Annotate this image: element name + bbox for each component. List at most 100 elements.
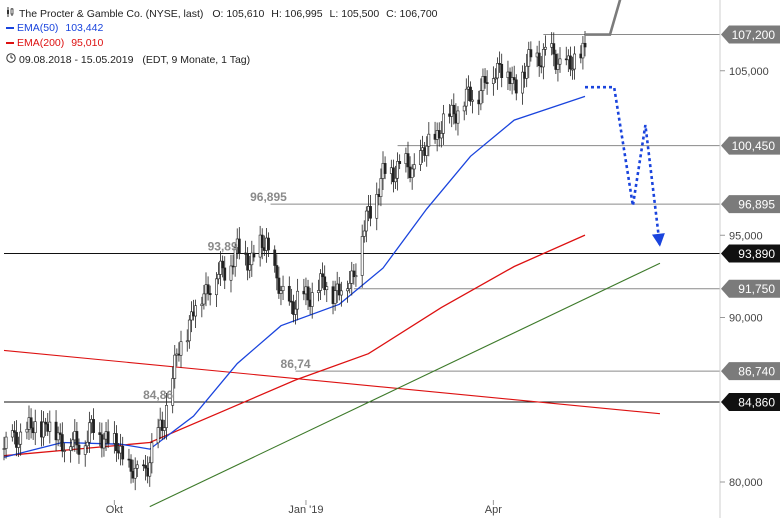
candle-body bbox=[483, 76, 487, 83]
level-badge-label: 93,890 bbox=[738, 247, 775, 261]
level-badge bbox=[721, 362, 780, 381]
low-value: 105,500 bbox=[341, 8, 380, 20]
candle-body bbox=[339, 290, 343, 296]
chart-header: The Procter & Gamble Co. (NYSE, last) O:… bbox=[6, 7, 442, 20]
candle-body bbox=[375, 194, 379, 219]
close-label: C: bbox=[386, 8, 397, 20]
candle-body bbox=[129, 459, 133, 472]
candle-body bbox=[348, 283, 352, 290]
candle-body bbox=[98, 432, 102, 435]
candle-body bbox=[58, 432, 62, 435]
ema50-label: EMA(50) bbox=[17, 22, 59, 34]
trendlines bbox=[3, 262, 661, 508]
candle-body bbox=[485, 82, 489, 84]
date-range: 09.08.2018 - 15.05.2019 (EDT, 9 Monate, … bbox=[6, 53, 250, 66]
candle-body bbox=[33, 421, 37, 434]
candle-body bbox=[544, 46, 547, 50]
level-badge-label: 86,740 bbox=[738, 365, 775, 379]
bearish-scenario-arrow bbox=[585, 85, 662, 247]
candle-body bbox=[54, 421, 58, 441]
candle-body bbox=[360, 236, 364, 276]
level-badge-label: 100,450 bbox=[732, 139, 776, 153]
level-badge bbox=[721, 195, 780, 214]
candle-body bbox=[19, 431, 23, 445]
level-badge-label: 91,750 bbox=[738, 282, 775, 296]
candle-body bbox=[106, 431, 110, 444]
level-badge-label: 84,860 bbox=[738, 396, 775, 410]
x-tick-label: Okt bbox=[106, 504, 123, 516]
candle-body bbox=[287, 285, 291, 302]
candle-body bbox=[60, 434, 64, 452]
candle-body bbox=[17, 443, 20, 448]
date-range-note: (EDT, 9 Monate, 1 Tag) bbox=[142, 54, 251, 66]
candle-body bbox=[364, 210, 368, 232]
candle-body bbox=[165, 405, 168, 428]
chart-title: The Procter & Gamble Co. (NYSE, last) bbox=[19, 8, 204, 20]
candle-body bbox=[160, 419, 164, 431]
candle-body bbox=[306, 286, 310, 301]
open-label: O: bbox=[212, 8, 224, 20]
candle-body bbox=[462, 105, 466, 112]
candle-body bbox=[514, 79, 518, 94]
candle-body bbox=[317, 290, 320, 293]
candle-body bbox=[185, 340, 189, 343]
candle-body bbox=[62, 450, 66, 452]
candle-body bbox=[479, 90, 483, 105]
candle-body bbox=[246, 253, 250, 271]
candle-body bbox=[275, 265, 279, 279]
candle-body bbox=[398, 161, 402, 165]
candle-body bbox=[237, 238, 241, 254]
candle-body bbox=[439, 133, 443, 139]
ema50-value: 103,442 bbox=[65, 22, 104, 34]
candle-body bbox=[252, 252, 256, 258]
candle-body bbox=[233, 247, 237, 267]
x-tick-label: Jan '19 bbox=[288, 504, 323, 516]
candle-body bbox=[452, 104, 456, 115]
candle-body bbox=[369, 206, 372, 219]
level-badge bbox=[721, 244, 780, 263]
candle-body bbox=[44, 421, 48, 425]
candlesticks bbox=[2, 31, 587, 491]
candle-body bbox=[571, 68, 574, 71]
candle-body bbox=[410, 168, 414, 178]
candle-body bbox=[75, 431, 79, 446]
annotations: 96,895 93,89 86,74 84,86 bbox=[143, 190, 311, 402]
candle-body bbox=[419, 150, 422, 165]
candle-body bbox=[333, 290, 337, 304]
trendline bbox=[149, 262, 661, 508]
candle-body bbox=[581, 42, 585, 59]
candle-body bbox=[296, 290, 300, 310]
candle-body bbox=[48, 421, 52, 432]
arrowhead bbox=[651, 233, 665, 247]
candle-body bbox=[392, 167, 395, 183]
candle-body bbox=[156, 427, 160, 444]
candle-body bbox=[4, 436, 8, 449]
candle-body bbox=[223, 267, 227, 281]
close-value: 106,700 bbox=[399, 8, 438, 20]
high-label: H: bbox=[271, 8, 282, 20]
candle-body bbox=[500, 63, 504, 78]
candle-body bbox=[529, 49, 533, 58]
candle-body bbox=[325, 286, 329, 291]
candle-body bbox=[171, 378, 175, 406]
candle-body bbox=[491, 78, 495, 84]
open-value: 105,610 bbox=[226, 8, 265, 20]
candle-body bbox=[464, 88, 468, 107]
candle-body bbox=[583, 42, 587, 48]
candle-body bbox=[471, 99, 474, 102]
candle-body bbox=[77, 444, 81, 455]
x-axis: Okt Jan '19 Apr bbox=[106, 500, 502, 516]
candle-body bbox=[396, 161, 399, 179]
candle-body bbox=[15, 432, 18, 448]
candle-body bbox=[273, 249, 277, 266]
trendline bbox=[3, 349, 661, 415]
candle-body bbox=[469, 86, 472, 102]
bullish-scenario-arrow bbox=[585, 0, 622, 36]
candle-body bbox=[260, 234, 264, 248]
candle-body bbox=[200, 303, 204, 307]
candle-body bbox=[527, 49, 531, 67]
candle-body bbox=[229, 265, 233, 281]
candle-body bbox=[173, 354, 177, 379]
